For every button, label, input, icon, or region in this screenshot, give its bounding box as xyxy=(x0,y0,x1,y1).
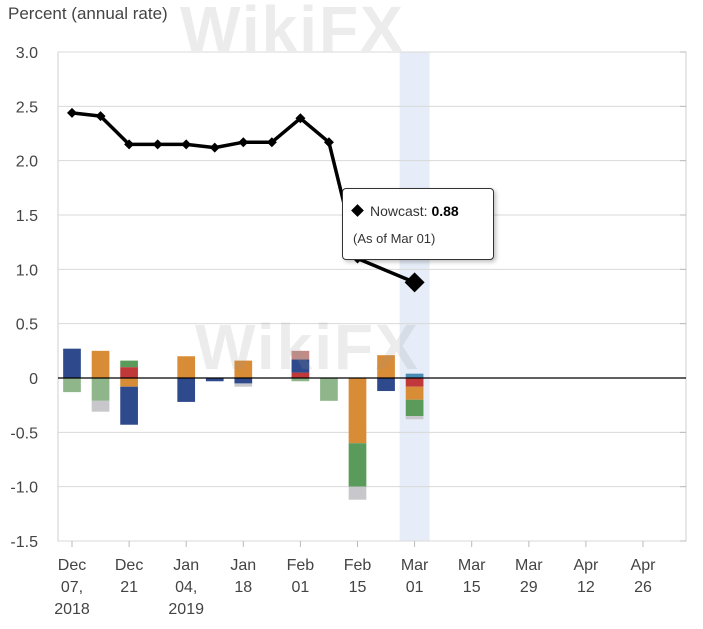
y-tick-label: 1.5 xyxy=(16,208,38,225)
bar-segment xyxy=(234,383,253,387)
x-tick-label: Dec xyxy=(58,557,86,574)
bar-segment xyxy=(120,360,138,368)
nowcast-point xyxy=(181,139,192,150)
bar-segment xyxy=(291,372,310,378)
bar-segment xyxy=(177,378,196,402)
y-axis-label: Percent (annual rate) xyxy=(8,4,168,23)
bar-segment xyxy=(348,378,367,444)
y-tick-label: 2.5 xyxy=(16,99,38,116)
bar-segment xyxy=(377,378,395,392)
tooltip-label: Nowcast: xyxy=(370,203,428,219)
bar-segment xyxy=(63,378,81,393)
bar-segment xyxy=(405,399,424,417)
x-tick-label: 07, xyxy=(61,579,83,596)
x-tick-label: Apr xyxy=(573,557,599,574)
bar-segment xyxy=(234,378,253,384)
bar-segment xyxy=(291,350,310,360)
diamond-icon xyxy=(351,204,364,217)
y-tick-label: 0 xyxy=(29,371,38,388)
nowcast-tooltip: Nowcast: 0.88 (As of Mar 01) xyxy=(342,188,494,260)
x-tick-label: 2018 xyxy=(54,601,90,618)
x-tick-label: 01 xyxy=(292,579,310,596)
bar-segment xyxy=(91,400,110,412)
bar-segment xyxy=(405,416,424,420)
bar-segment xyxy=(63,348,81,378)
x-tick-label: Mar xyxy=(401,557,429,574)
bar-segment xyxy=(320,378,338,401)
bar-segment xyxy=(348,443,367,487)
x-tick-label: 12 xyxy=(577,579,595,596)
plot-frame xyxy=(57,51,687,542)
x-tick-label: 26 xyxy=(634,579,652,596)
x-tick-label: 15 xyxy=(349,579,367,596)
y-tick-label: -1.0 xyxy=(10,480,38,497)
x-tick-label: 04, xyxy=(175,579,197,596)
bar-segment xyxy=(348,486,367,500)
x-tick-label: 15 xyxy=(463,579,481,596)
y-tick-label: 3.0 xyxy=(16,45,38,62)
nowcast-line xyxy=(71,111,416,285)
x-tick-label: Apr xyxy=(631,557,657,574)
nowcast-point xyxy=(95,111,106,122)
tooltip-asof: (As of Mar 01) xyxy=(353,231,436,246)
x-tick-label: 29 xyxy=(520,579,538,596)
x-tick-label: 2019 xyxy=(168,601,204,618)
bar-segment xyxy=(405,386,424,400)
nowcast-point xyxy=(323,137,334,148)
tooltip-value: 0.88 xyxy=(431,203,459,219)
current-week-highlight xyxy=(399,52,430,541)
nowcast-point xyxy=(238,137,249,148)
x-tick-label: Mar xyxy=(515,557,543,574)
x-tick-label: Mar xyxy=(458,557,486,574)
x-tick-label: Jan xyxy=(173,557,199,574)
bar-segment xyxy=(405,373,424,378)
x-tick-label: 21 xyxy=(120,579,138,596)
bar-segment xyxy=(405,378,424,387)
x-tick-label: Feb xyxy=(344,557,372,574)
y-tick-label: 2.0 xyxy=(16,154,38,171)
watermark-top: WikiFX xyxy=(180,0,405,65)
nowcast-point xyxy=(124,139,135,150)
bar-segment xyxy=(377,355,395,378)
nowcast-point xyxy=(404,272,425,293)
x-tick-label: Jan xyxy=(230,557,256,574)
bar-segment xyxy=(177,356,196,378)
bar-segment xyxy=(91,378,110,401)
nowcast-point xyxy=(295,113,306,124)
bar-segment xyxy=(120,378,138,387)
y-tick-label: 1.0 xyxy=(16,262,38,279)
nowcast-point xyxy=(67,107,77,118)
bar-segment xyxy=(91,350,110,378)
x-tick-label: 18 xyxy=(234,579,252,596)
y-tick-label: -1.5 xyxy=(10,534,38,551)
nowcast-point xyxy=(209,142,220,153)
nowcast-point xyxy=(266,137,277,148)
bar-segment xyxy=(234,360,253,378)
bar-segment xyxy=(205,378,224,382)
y-tick-label: 0.5 xyxy=(16,317,38,334)
bar-segment xyxy=(291,359,310,373)
bar-segment xyxy=(120,367,138,378)
x-tick-label: Feb xyxy=(287,557,315,574)
watermark-middle: WikiFX xyxy=(195,311,420,383)
y-tick-label: -0.5 xyxy=(10,425,38,442)
x-tick-label: Dec xyxy=(115,557,143,574)
bar-segment xyxy=(291,378,310,382)
nowcast-point xyxy=(152,139,163,150)
x-tick-label: 01 xyxy=(406,579,424,596)
bar-segment xyxy=(120,386,138,425)
